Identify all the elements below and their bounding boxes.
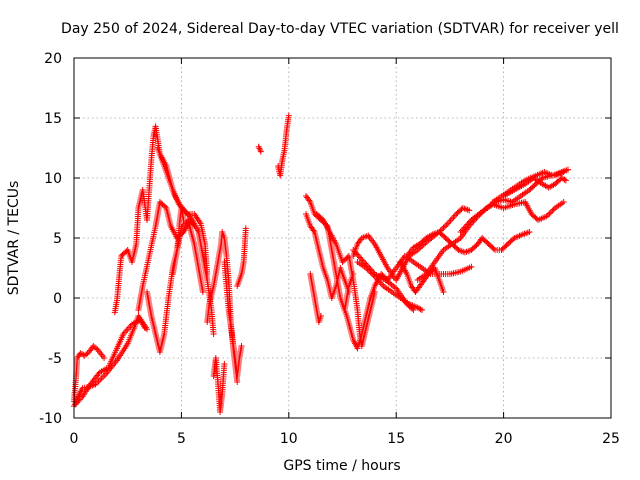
y-tick-label: 20 [44, 51, 62, 67]
data-point [409, 305, 416, 312]
data-point [545, 212, 551, 218]
data-points [71, 112, 571, 415]
data-point [561, 176, 568, 183]
data-point [210, 331, 217, 337]
y-axis-label: SDTVAR / TECUs [6, 181, 22, 296]
data-point [546, 210, 553, 217]
series-track-q [307, 271, 324, 325]
series-track-n [275, 112, 292, 179]
data-point [257, 148, 264, 155]
series-track-h [169, 217, 206, 295]
data-point [443, 222, 450, 228]
data-point [101, 355, 108, 361]
data-point [242, 225, 249, 232]
y-tick-label: 10 [44, 171, 62, 187]
data-point [419, 307, 425, 313]
series-track-o [303, 193, 357, 313]
x-tick-label: 20 [495, 431, 513, 447]
data-point [466, 207, 473, 214]
x-tick-label: 0 [70, 431, 79, 447]
data-point [440, 289, 447, 295]
x-tick-label: 5 [177, 431, 186, 447]
series-track-b [71, 343, 108, 405]
data-point [441, 223, 448, 230]
data-point [204, 271, 211, 277]
data-point [560, 199, 567, 205]
x-axis-label: GPS time / hours [283, 458, 400, 474]
grid-lines [74, 58, 611, 418]
data-point [285, 112, 292, 119]
series-track-d [111, 123, 217, 337]
series-track-p [303, 211, 352, 301]
data-point [543, 213, 550, 220]
data-point [560, 175, 566, 182]
axis-ticks [73, 57, 612, 419]
data-point [318, 313, 324, 319]
data-point [345, 289, 352, 295]
series-track-j [210, 355, 228, 415]
y-tick-label: -5 [48, 351, 62, 367]
series-track-aa [457, 199, 567, 235]
data-point [565, 166, 571, 173]
y-tick-label: 5 [53, 231, 62, 247]
data-point [238, 343, 245, 349]
plot-frame [73, 57, 612, 419]
series-track-f [144, 205, 187, 355]
data-point [549, 207, 556, 214]
data-point [547, 209, 554, 216]
series-track-l [234, 225, 249, 289]
x-tick-labels: 0 5 10 15 20 25 [70, 431, 620, 447]
chart-title: Day 250 of 2024, Sidereal Day-to-day VTE… [61, 21, 619, 37]
series-track-r [313, 211, 378, 349]
data-point [162, 203, 169, 210]
series-track-m [255, 143, 264, 155]
data-point [440, 224, 447, 231]
x-tick-label: 25 [602, 431, 620, 447]
y-tick-labels: -10 -5 0 5 10 15 20 [39, 51, 62, 427]
data-point [199, 289, 206, 295]
series-track-k [221, 259, 245, 379]
x-tick-label: 15 [387, 431, 405, 447]
data-point [144, 326, 150, 333]
data-point [562, 177, 569, 184]
series-track-ac [489, 166, 571, 205]
data-point [468, 263, 475, 270]
series-track-c [71, 316, 150, 409]
data-point [221, 361, 228, 367]
data-point [93, 345, 100, 352]
series-track-g [154, 145, 211, 277]
series-track-s [339, 295, 374, 352]
y-tick-label: 15 [44, 111, 62, 127]
data-point [410, 307, 417, 313]
data-point [490, 245, 497, 252]
data-point [234, 379, 241, 385]
data-point [183, 209, 190, 216]
data-point [526, 229, 533, 235]
y-tick-label: 0 [53, 291, 62, 307]
x-tick-label: 10 [280, 431, 298, 447]
y-tick-label: -10 [39, 411, 62, 427]
